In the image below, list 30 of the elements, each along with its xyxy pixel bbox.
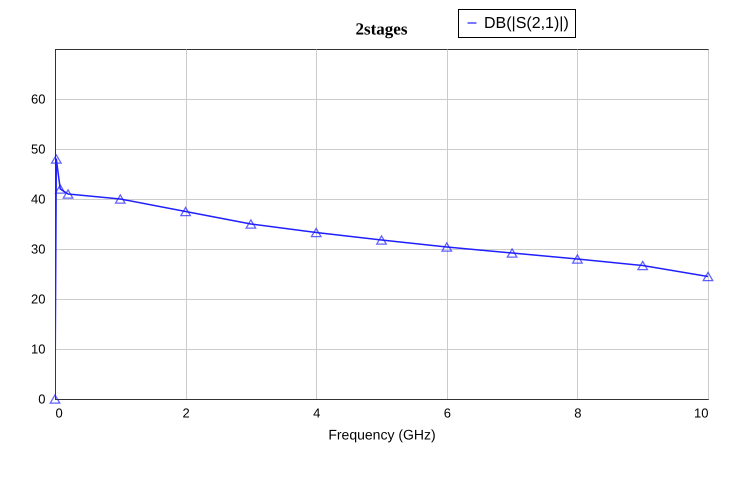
point [637, 260, 648, 270]
point [572, 254, 583, 264]
y-tick-label: 20 [31, 292, 46, 306]
y-tick-label: 50 [31, 142, 46, 156]
y-tick-label: 40 [31, 192, 46, 206]
point [50, 394, 60, 404]
x-tick-label: 8 [574, 406, 582, 420]
point [376, 235, 387, 245]
chart-title: 2stages [356, 20, 408, 38]
point [62, 189, 74, 199]
x-tick-label: 10 [694, 406, 708, 420]
point [506, 248, 518, 258]
x-axis-title: Frequency (GHz) [328, 426, 436, 442]
x-tick-label: 0 [56, 406, 63, 420]
point [50, 154, 62, 164]
y-tick-label: 10 [31, 342, 46, 356]
point [114, 194, 126, 204]
point [310, 228, 322, 238]
point [702, 272, 714, 282]
point [441, 242, 452, 252]
x-tick-label: 4 [313, 406, 320, 420]
point [54, 184, 66, 194]
x-tick-label: 6 [444, 406, 451, 420]
point [180, 206, 191, 216]
y-tick-label: 0 [38, 392, 46, 406]
x-tick-label: 2 [182, 406, 190, 420]
y-tick-label: 60 [31, 92, 46, 106]
point [246, 219, 256, 229]
legend-label: DB(|S(2,1)|) [484, 15, 569, 32]
y-tick-label: 30 [31, 242, 46, 256]
